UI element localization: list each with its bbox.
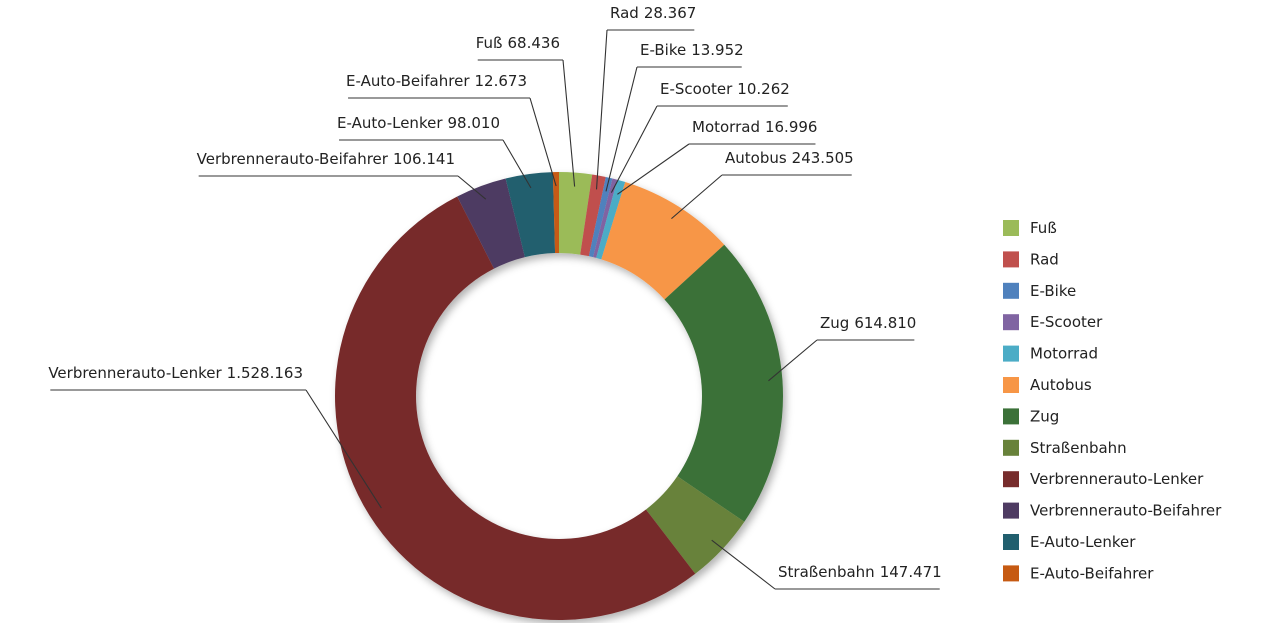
leader-line — [348, 97, 557, 187]
donut-slice — [601, 182, 725, 300]
slice-label-value: 13.952 — [691, 41, 744, 59]
legend-swatch — [1003, 220, 1019, 236]
slice-label: Motorrad 16.996 — [692, 118, 817, 136]
legend-swatch — [1003, 502, 1019, 519]
slice-label-value: 28.367 — [644, 4, 697, 22]
donut-slice — [559, 172, 593, 255]
legend-label: Motorrad — [1030, 345, 1098, 363]
slice-label-name: Rad — [610, 4, 639, 22]
legend-label: Straßenbahn — [1030, 439, 1127, 457]
slice-label-value: 16.996 — [765, 118, 818, 136]
donut-slice — [457, 178, 525, 269]
slice-label-value: 10.262 — [737, 80, 790, 98]
donut-slice — [505, 172, 556, 258]
slice-label: Autobus 243.505 — [725, 149, 854, 167]
legend-label: E-Bike — [1030, 282, 1076, 300]
slice-label-value: 1.528.163 — [227, 364, 303, 382]
slice-label: Verbrennerauto-Beifahrer 106.141 — [197, 150, 455, 168]
legend-swatch — [1003, 408, 1019, 425]
leader-line — [595, 29, 695, 190]
slice-label-name: E-Auto-Lenker — [337, 114, 443, 132]
legend-label: E-Auto-Lenker — [1030, 533, 1136, 551]
legend-swatch — [1003, 439, 1019, 456]
slice-label-value: 68.436 — [508, 34, 561, 52]
slice-label-name: Verbrennerauto-Lenker — [48, 364, 222, 382]
legend-label: Verbrennerauto-Beifahrer — [1030, 502, 1222, 520]
legend-swatch — [1003, 251, 1019, 268]
donut-slice — [596, 179, 626, 260]
donut-slice — [552, 172, 559, 254]
legend-label: Fuß — [1030, 219, 1057, 237]
legend-label: Rad — [1030, 250, 1059, 268]
legend-swatch — [1003, 282, 1019, 299]
slice-label: E-Scooter 10.262 — [660, 80, 790, 98]
slice-label-name: Fuß — [476, 34, 503, 52]
slice-label-name: Motorrad — [692, 118, 760, 136]
slice-label-name: E-Bike — [640, 41, 686, 59]
slice-label: E-Auto-Lenker 98.010 — [337, 114, 500, 132]
donut-slice — [588, 176, 613, 258]
slice-label: E-Auto-Beifahrer 12.673 — [346, 72, 527, 90]
slice-label: E-Bike 13.952 — [640, 41, 744, 59]
leader-line — [610, 105, 788, 193]
legend-swatch — [1003, 565, 1019, 582]
slice-label-value: 12.673 — [475, 72, 528, 90]
leader-line — [339, 139, 532, 189]
leader-line — [671, 174, 852, 220]
leader-line — [711, 539, 940, 590]
leader-line — [617, 143, 816, 195]
slice-label: Fuß 68.436 — [476, 34, 560, 52]
slice-label-name: Verbrennerauto-Beifahrer — [197, 150, 389, 168]
slice-label-name: Zug — [820, 314, 849, 332]
slice-label-value: 147.471 — [880, 563, 942, 581]
legend-label: E-Scooter — [1030, 313, 1103, 331]
slice-label-value: 614.810 — [854, 314, 916, 332]
donut-slice — [664, 244, 783, 522]
legend-label: Verbrennerauto-Lenker — [1030, 470, 1204, 488]
slice-label-value: 98.010 — [448, 114, 501, 132]
slice-label-name: E-Scooter — [660, 80, 733, 98]
legend-swatch — [1003, 314, 1019, 331]
slice-label-value: 243.505 — [792, 149, 854, 167]
slice-label: Zug 614.810 — [820, 314, 916, 332]
legend-label: Zug — [1030, 407, 1059, 425]
donut-slice — [593, 178, 618, 258]
legend-swatch — [1003, 345, 1019, 362]
leader-line — [768, 339, 915, 382]
slice-label: Verbrennerauto-Lenker 1.528.163 — [48, 364, 303, 382]
legend-swatch — [1003, 534, 1019, 550]
donut-slice — [580, 174, 606, 257]
donut-slice — [335, 196, 696, 620]
slice-label: Straßenbahn 147.471 — [778, 563, 942, 581]
slice-label-name: Straßenbahn — [778, 563, 875, 581]
slice-label: Rad 28.367 — [610, 4, 696, 22]
leader-line — [605, 66, 742, 192]
donut-slice — [645, 476, 745, 574]
slice-label-value: 106.141 — [393, 150, 455, 168]
donut — [335, 172, 783, 620]
leader-line — [50, 389, 382, 509]
slice-label-name: E-Auto-Beifahrer — [346, 72, 470, 90]
leader-line — [477, 59, 576, 187]
legend-swatch — [1003, 471, 1019, 488]
legend-label: Autobus — [1030, 376, 1092, 394]
slice-label-name: Autobus — [725, 149, 787, 167]
leader-line — [198, 175, 487, 200]
legend-swatch — [1003, 377, 1019, 393]
legend-label: E-Auto-Beifahrer — [1030, 564, 1154, 582]
